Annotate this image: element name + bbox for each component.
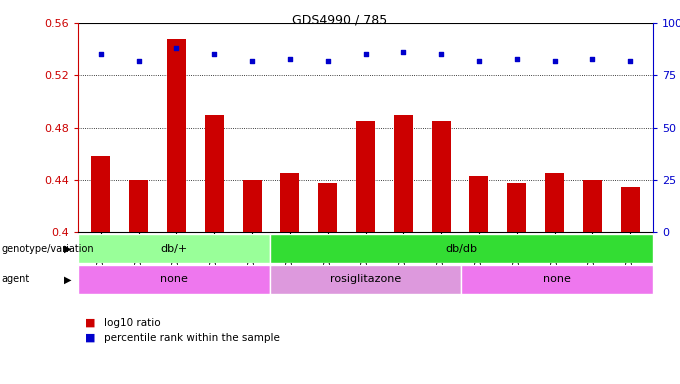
Text: log10 ratio: log10 ratio	[104, 318, 160, 328]
Bar	[621, 187, 640, 232]
Bar	[461, 265, 653, 294]
Text: agent: agent	[1, 274, 30, 285]
Text: db/+: db/+	[160, 243, 188, 254]
Point	[95, 51, 106, 58]
Point	[284, 56, 295, 62]
Text: none: none	[160, 274, 188, 285]
Point	[625, 58, 636, 64]
Text: ▶: ▶	[64, 274, 71, 285]
Text: rosiglitazone: rosiglitazone	[330, 274, 401, 285]
Bar	[356, 121, 375, 232]
Point	[209, 51, 220, 58]
Bar	[270, 234, 653, 263]
Point	[436, 51, 447, 58]
Point	[511, 56, 522, 62]
Point	[587, 56, 598, 62]
Text: none: none	[543, 274, 571, 285]
Bar	[280, 174, 299, 232]
Bar	[129, 180, 148, 232]
Point	[473, 58, 484, 64]
Point	[133, 58, 144, 64]
Bar	[469, 176, 488, 232]
Bar	[545, 174, 564, 232]
Bar	[91, 156, 110, 232]
Point	[247, 58, 258, 64]
Point	[360, 51, 371, 58]
Bar	[78, 265, 270, 294]
Bar	[394, 114, 413, 232]
Text: ■: ■	[85, 333, 95, 343]
Bar	[507, 183, 526, 232]
Bar	[243, 180, 262, 232]
Text: percentile rank within the sample: percentile rank within the sample	[104, 333, 280, 343]
Point	[549, 58, 560, 64]
Text: db/db: db/db	[445, 243, 477, 254]
Text: ▶: ▶	[64, 243, 71, 254]
Text: genotype/variation: genotype/variation	[1, 243, 94, 254]
Bar	[318, 183, 337, 232]
Bar	[167, 39, 186, 232]
Bar	[270, 265, 461, 294]
Text: ■: ■	[85, 318, 95, 328]
Text: GDS4990 / 785: GDS4990 / 785	[292, 13, 388, 26]
Point	[398, 49, 409, 55]
Point	[322, 58, 333, 64]
Point	[171, 45, 182, 51]
Bar	[205, 114, 224, 232]
Bar	[78, 234, 270, 263]
Bar	[432, 121, 451, 232]
Bar	[583, 180, 602, 232]
